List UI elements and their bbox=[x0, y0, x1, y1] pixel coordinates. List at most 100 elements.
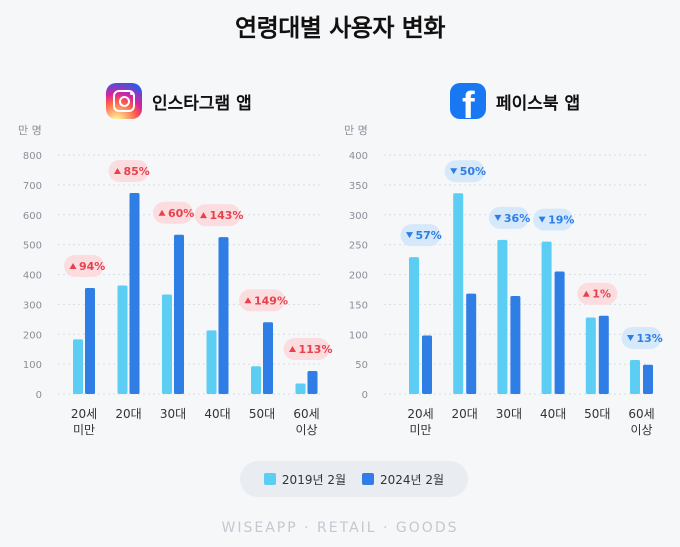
instagram-panel-header: 인스타그램 앱 bbox=[106, 82, 252, 120]
instagram-bar-2024 bbox=[174, 234, 184, 394]
instagram-ylabel: 만 명 bbox=[18, 124, 42, 137]
instagram-ytick-label: 800 bbox=[23, 151, 42, 162]
instagram-bar-2019 bbox=[206, 330, 217, 394]
instagram-badge-bg bbox=[153, 201, 193, 224]
facebook-bar-2019 bbox=[585, 317, 596, 394]
instagram-ytick-label: 0 bbox=[36, 390, 42, 401]
instagram-ytick-label: 600 bbox=[23, 211, 42, 222]
facebook-ytick-label: 100 bbox=[349, 330, 368, 341]
facebook-ytick-label: 150 bbox=[349, 300, 368, 311]
facebook-badge-label: 50% bbox=[460, 165, 486, 178]
facebook-badge-label: 57% bbox=[416, 229, 442, 242]
facebook-ytick-label: 250 bbox=[349, 241, 368, 252]
facebook-badge-bg bbox=[533, 208, 574, 231]
facebook-panel-title: 페이스북 앱 bbox=[496, 93, 581, 114]
facebook-ytick-label: 400 bbox=[349, 151, 368, 162]
facebook-change-badge: 36% bbox=[488, 206, 530, 229]
facebook-ytick-label: 50 bbox=[355, 360, 368, 371]
facebook-category-label: 50대 bbox=[584, 407, 610, 421]
facebook-change-badge: 1% bbox=[577, 282, 618, 305]
instagram-badge-label: 143% bbox=[210, 209, 244, 222]
footer-watermark: WISEAPP · RETAIL · GOODS bbox=[221, 520, 459, 536]
triangle-down-icon bbox=[494, 214, 502, 221]
facebook-ylabel: 만 명 bbox=[344, 124, 368, 137]
facebook-bar-2019 bbox=[497, 239, 508, 394]
instagram-change-badge: 85% bbox=[108, 159, 150, 182]
legend-item-2019: 2019년 2월 bbox=[263, 471, 346, 488]
triangle-up-icon bbox=[244, 297, 252, 304]
facebook-badge-bg bbox=[488, 206, 529, 229]
instagram-bar-2024 bbox=[218, 237, 229, 394]
instagram-panel-title: 인스타그램 앱 bbox=[152, 93, 252, 114]
facebook-bar-2024 bbox=[510, 296, 521, 394]
instagram-bar-2019 bbox=[73, 339, 83, 394]
facebook-bar-2019 bbox=[630, 359, 640, 394]
facebook-ytick-label: 350 bbox=[349, 181, 368, 192]
facebook-badge-label: 19% bbox=[548, 214, 574, 227]
instagram-ytick-label: 400 bbox=[23, 271, 42, 282]
instagram-bar-2024 bbox=[85, 287, 95, 394]
instagram-category-label: 30대 bbox=[160, 407, 186, 421]
instagram-change-badge: 60% bbox=[153, 201, 194, 224]
facebook-change-badge: 19% bbox=[533, 208, 574, 231]
facebook-bar-2019 bbox=[409, 257, 419, 394]
facebook-badge-bg bbox=[577, 282, 618, 305]
instagram-ytick-label: 100 bbox=[23, 360, 42, 371]
facebook-badge-bg bbox=[621, 326, 662, 349]
facebook-change-badge: 57% bbox=[400, 224, 442, 247]
instagram-badge-bg bbox=[194, 204, 241, 227]
facebook-category-label: 60세 이상 bbox=[628, 407, 654, 437]
instagram-badge-bg bbox=[108, 159, 149, 182]
instagram-bar-2024 bbox=[263, 322, 273, 394]
facebook-panel-header: f 페이스북 앱 bbox=[450, 82, 580, 120]
instagram-change-badge: 143% bbox=[194, 204, 244, 227]
instagram-category-label: 50대 bbox=[249, 407, 275, 421]
facebook-bar-2024 bbox=[422, 335, 432, 394]
instagram-change-badge: 149% bbox=[239, 289, 288, 312]
instagram-badge-label: 149% bbox=[254, 294, 288, 307]
facebook-bar-2024 bbox=[598, 315, 609, 394]
instagram-bar-2019 bbox=[117, 285, 128, 394]
facebook-bar-2024 bbox=[554, 271, 565, 394]
triangle-down-icon bbox=[627, 334, 634, 341]
triangle-down-icon bbox=[406, 232, 413, 239]
facebook-category-label: 30대 bbox=[496, 407, 522, 421]
triangle-down-icon bbox=[450, 168, 458, 175]
instagram-badge-bg bbox=[283, 337, 330, 360]
instagram-category-label: 20대 bbox=[115, 407, 141, 421]
instagram-change-badge: 94% bbox=[64, 254, 105, 277]
instagram-badge-label: 60% bbox=[168, 207, 194, 220]
instagram-bar-2024 bbox=[307, 370, 318, 394]
instagram-category-label: 40대 bbox=[204, 407, 230, 421]
facebook-badge-label: 1% bbox=[592, 288, 611, 301]
facebook-change-badge: 13% bbox=[621, 326, 663, 349]
facebook-badge-bg bbox=[444, 160, 485, 183]
triangle-up-icon bbox=[289, 345, 296, 352]
facebook-ytick-label: 200 bbox=[349, 271, 368, 282]
facebook-badge-label: 36% bbox=[504, 212, 530, 225]
instagram-bar-2019 bbox=[295, 383, 306, 394]
facebook-bar-2019 bbox=[541, 241, 552, 394]
instagram-ytick-label: 200 bbox=[23, 330, 42, 341]
legend: 2019년 2월 2024년 2월 bbox=[240, 461, 468, 497]
instagram-ytick-label: 300 bbox=[23, 300, 42, 311]
instagram-badge-label: 85% bbox=[124, 165, 150, 178]
instagram-badge-bg bbox=[64, 254, 104, 277]
legend-label-2024: 2024년 2월 bbox=[380, 472, 445, 487]
instagram-bar-2024 bbox=[129, 192, 140, 394]
triangle-up-icon bbox=[114, 167, 121, 174]
facebook-bar-2024 bbox=[466, 293, 477, 394]
instagram-logo-icon bbox=[106, 83, 142, 119]
facebook-bar-2024 bbox=[643, 364, 653, 394]
instagram-ytick-label: 700 bbox=[23, 181, 42, 192]
legend-label-2019: 2019년 2월 bbox=[281, 472, 346, 487]
facebook-ytick-label: 300 bbox=[349, 211, 368, 222]
instagram-badge-label: 94% bbox=[79, 260, 105, 273]
triangle-up-icon bbox=[582, 290, 590, 297]
facebook-badge-label: 13% bbox=[637, 332, 663, 345]
facebook-logo-icon: f bbox=[450, 83, 486, 119]
facebook-ytick-label: 0 bbox=[362, 390, 368, 401]
instagram-bar-2019 bbox=[251, 366, 261, 394]
facebook-category-label: 20대 bbox=[452, 407, 478, 421]
